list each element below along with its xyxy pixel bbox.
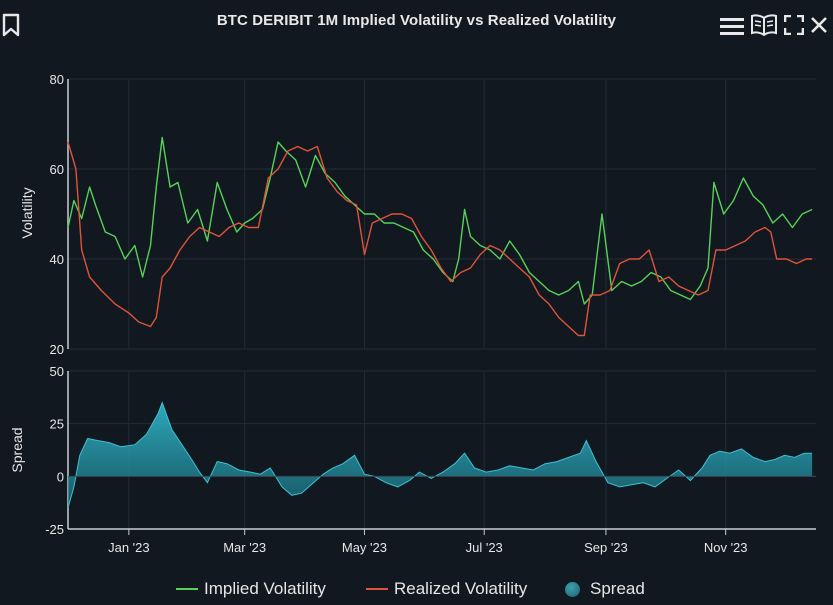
chart-title: BTC DERIBIT 1M Implied Volatility vs Rea… <box>216 12 617 29</box>
legend-item-realized-volatility[interactable]: Realized Volatility <box>366 578 527 600</box>
x-tick-label: Nov '23 <box>704 540 748 555</box>
x-tick-label: Mar '23 <box>223 540 266 555</box>
bookmark-icon[interactable] <box>2 13 20 42</box>
legend-swatch-implied <box>176 588 198 590</box>
spread-area-series <box>67 401 816 509</box>
legend-label: Implied Volatility <box>204 579 326 598</box>
legend-item-implied-volatility[interactable]: Implied Volatility <box>176 578 326 600</box>
spread-area <box>68 402 813 508</box>
book-icon[interactable] <box>751 14 777 41</box>
x-tick-label: Sep '23 <box>584 540 628 555</box>
y-tick-label: 25 <box>50 417 64 432</box>
realized-volatility-line <box>67 141 813 337</box>
volatility-lines <box>67 136 813 337</box>
spread-axis-label: Spread <box>9 427 25 472</box>
close-icon[interactable] <box>809 15 829 40</box>
spread-y-ticks: -25 0 25 50 <box>45 364 64 537</box>
volatility-grid <box>67 78 816 350</box>
legend-swatch-realized <box>366 588 388 590</box>
chart-legend: Implied Volatility Realized Volatility S… <box>0 578 833 600</box>
y-tick-label: 60 <box>50 162 64 177</box>
y-tick-label: -25 <box>45 522 64 537</box>
legend-label: Spread <box>590 579 645 598</box>
y-tick-label: 0 <box>57 469 64 484</box>
x-tick-label: May '23 <box>342 540 387 555</box>
volatility-panel: Volatility 20 40 60 80 <box>19 72 816 357</box>
legend-swatch-spread <box>565 581 580 597</box>
y-tick-label: 20 <box>50 342 64 357</box>
y-tick-label: 40 <box>50 252 64 267</box>
x-tick-label: Jul '23 <box>466 540 503 555</box>
fullscreen-icon[interactable] <box>783 14 805 40</box>
y-tick-label: 50 <box>50 364 64 379</box>
volatility-y-ticks: 20 40 60 80 <box>50 72 64 357</box>
implied-volatility-line <box>67 136 813 305</box>
legend-label: Realized Volatility <box>394 579 528 598</box>
spread-panel: Spread -25 0 25 50 <box>9 364 816 537</box>
x-axis: Jan '23 Mar '23 May '23 Jul '23 Sep '23 Nov '… <box>68 528 816 555</box>
chart-header: BTC DERIBIT 1M Implied Volatility vs Rea… <box>0 0 833 44</box>
menu-icon[interactable] <box>720 16 744 41</box>
spread-line <box>67 401 813 509</box>
y-tick-label: 80 <box>50 72 64 87</box>
volatility-axis-label: Volatility <box>19 187 35 238</box>
x-tick-label: Jan '23 <box>108 540 150 555</box>
legend-item-spread[interactable]: Spread <box>565 578 645 600</box>
